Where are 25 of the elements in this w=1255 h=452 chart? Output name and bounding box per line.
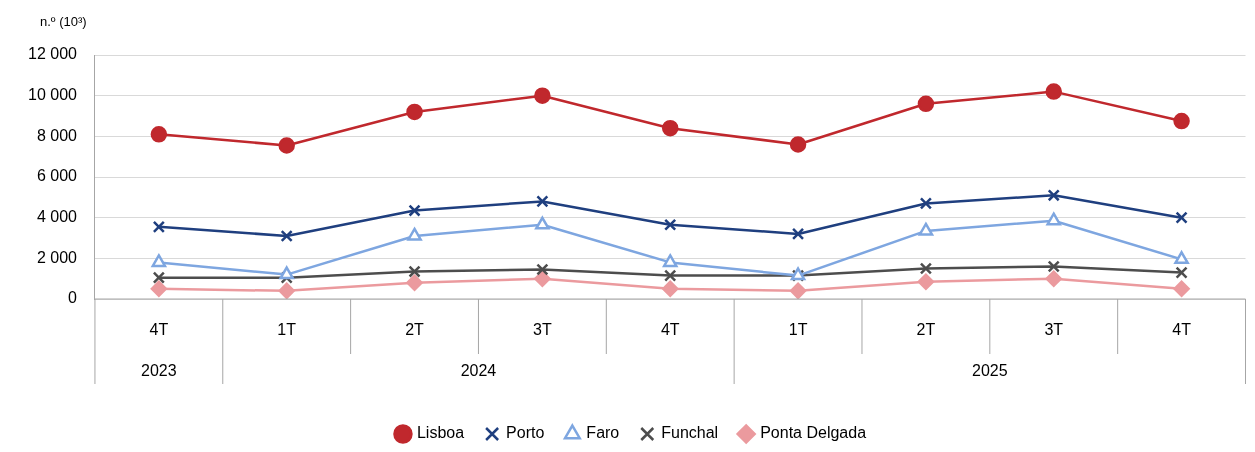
legend-label: Porto: [506, 424, 545, 442]
x-tick-label: 1T: [788, 321, 808, 339]
x-tick-label: 4T: [1172, 321, 1192, 339]
y-tick-label: 0: [68, 289, 78, 307]
y-tick-label: 2 000: [36, 248, 78, 266]
legend-label: Ponta Delgada: [760, 424, 867, 442]
x-tick-label: 3T: [1044, 321, 1064, 339]
legend-label: Funchal: [661, 424, 719, 442]
y-tick-label: 12 000: [28, 45, 78, 63]
y-tick-label: 10 000: [28, 86, 78, 104]
x-tick-label: 4T: [660, 321, 680, 339]
x-tick-label: 2T: [405, 321, 425, 339]
x-tick-label: 3T: [533, 321, 552, 339]
x-tick-label: 4T: [149, 321, 169, 339]
x-tick-label: 1T: [277, 321, 297, 339]
text: 2025: [972, 362, 1008, 380]
text: 2023: [141, 362, 177, 380]
legend-label: Lisboa: [416, 424, 465, 442]
legend-label: Faro: [586, 424, 620, 442]
y-tick-label: 4 000: [36, 208, 78, 226]
y-axis-title: n.º (10³): [40, 13, 87, 29]
y-tick-label: 6 000: [36, 167, 78, 185]
y-tick-label: 8 000: [36, 126, 78, 144]
x-tick-label: 2T: [916, 321, 936, 339]
text: 2024: [460, 362, 497, 380]
